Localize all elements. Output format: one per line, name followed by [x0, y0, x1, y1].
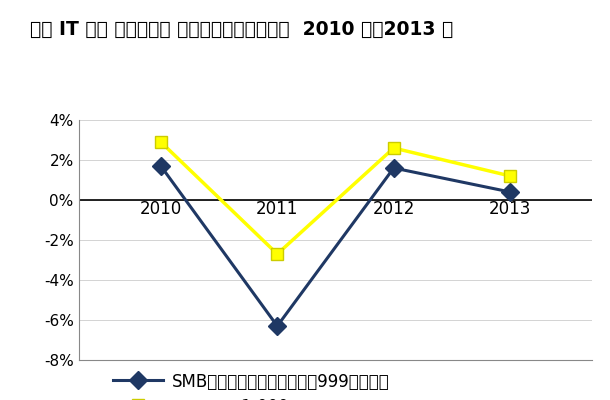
- SMB（中堅中小企業／従業員999人以下）: [157, 164, 165, 168]
- Text: 2010: 2010: [140, 200, 182, 218]
- Line: 大企業（従業員1,000人以上）: 大企業（従業員1,000人以上）: [154, 136, 517, 260]
- 大企業（従業員1,000人以上）: [157, 140, 165, 144]
- SMB（中堅中小企業／従業員999人以下）: [274, 324, 281, 328]
- Text: 2011: 2011: [256, 200, 298, 218]
- 大企業（従業員1,000人以上）: [274, 252, 281, 256]
- Line: SMB（中堅中小企業／従業員999人以下）: SMB（中堅中小企業／従業員999人以下）: [154, 160, 517, 332]
- Text: 2012: 2012: [373, 200, 415, 218]
- 大企業（従業員1,000人以上）: [506, 174, 514, 178]
- SMB（中堅中小企業／従業員999人以下）: [390, 166, 397, 170]
- Text: 2013: 2013: [489, 200, 531, 218]
- SMB（中堅中小企業／従業員999人以下）: [506, 190, 514, 194]
- Legend: SMB（中堅中小企業／従業員999人以下）, 大企業（従業員1,000人以上）: SMB（中堅中小企業／従業員999人以下）, 大企業（従業員1,000人以上）: [113, 373, 389, 400]
- Text: 国内 IT 市場 企業規模別 前年比成長率の予測：  2010 年～2013 年: 国内 IT 市場 企業規模別 前年比成長率の予測： 2010 年～2013 年: [30, 20, 454, 39]
- 大企業（従業員1,000人以上）: [390, 146, 397, 150]
